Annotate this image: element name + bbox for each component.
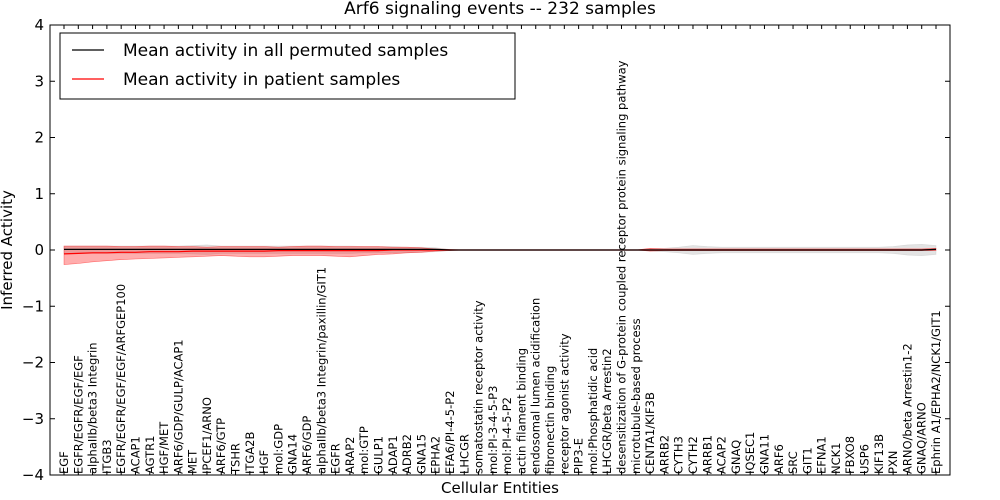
x-tick-label: EGF [57, 451, 71, 474]
x-tick-label: GNA15 [414, 434, 428, 474]
x-tick-label: LHCGR [457, 434, 471, 474]
x-tick-label: USP6 [858, 444, 872, 474]
x-tick-label: ARF6/GDP/GULP/ACAP1 [171, 339, 185, 474]
legend-label-patient: Mean activity in patient samples [123, 70, 400, 90]
x-tick-label: ARRB2 [657, 435, 671, 474]
x-tick-label: EFA6/PI-4-5-P2 [443, 390, 457, 474]
x-tick-label: mol:GTP [357, 426, 371, 474]
chart-title: Arf6 signaling events -- 232 samples [344, 0, 656, 19]
x-tick-label: GNAQ [729, 440, 743, 474]
y-axis-label: Inferred Activity [0, 190, 16, 310]
x-tick-label: FBXO8 [843, 436, 857, 474]
x-tick-label: GULP1 [371, 436, 385, 474]
x-axis-ticks: EGF EGFR/EGFR/EGF/EGF alphaIIb/beta3 Integ… [57, 25, 943, 475]
x-tick-label: ARRB1 [700, 435, 714, 474]
y-tick-label: −2 [22, 354, 44, 372]
x-tick-label: EGFR [329, 443, 343, 474]
y-axis-ticks: 4 3 2 1 0 −1 −2 −3 −4 [22, 16, 950, 484]
x-tick-label: CYTH3 [672, 436, 686, 474]
x-tick-label: LHCGR/beta Arrestin2 [600, 348, 614, 474]
x-tick-label: ADRB2 [400, 434, 414, 474]
x-tick-label: microtubule-based process [629, 318, 643, 474]
legend-label-permuted: Mean activity in all permuted samples [123, 41, 448, 61]
x-tick-label: endosomal lumen acidification [529, 298, 543, 474]
x-tick-label: SRC [786, 451, 800, 474]
x-tick-label: mol:GDP [271, 424, 285, 474]
x-tick-label: ITGA2B [243, 431, 257, 474]
legend-box [59, 32, 516, 100]
y-tick-label: 1 [34, 185, 44, 203]
y-tick-label: 0 [34, 241, 44, 259]
x-tick-label: PIP3-E [572, 438, 586, 474]
x-tick-label: ARF6/GTP [214, 418, 228, 474]
legend: Mean activity in all permuted samples Me… [59, 32, 516, 100]
x-axis-label: Cellular Entities [441, 479, 559, 497]
y-tick-label: −1 [22, 297, 44, 315]
y-tick-label: −4 [22, 466, 44, 484]
x-tick-label: mol:PI-4-5-P2 [500, 397, 514, 474]
x-tick-label: PXN [886, 451, 900, 474]
x-tick-label: fibronectin binding [543, 366, 557, 474]
x-tick-label: IPCEF1/ARNO [200, 397, 214, 474]
x-tick-label: ARF6/GDP [300, 416, 314, 474]
x-tick-label: actin filament binding [514, 348, 528, 474]
x-tick-label: ACAP2 [715, 436, 729, 474]
y-tick-label: 2 [34, 129, 44, 147]
x-tick-label: GNA11 [757, 434, 771, 474]
x-tick-label: MET [186, 449, 200, 474]
x-tick-label: ARNO/beta Arrestin1-2 [900, 343, 914, 474]
x-tick-label: EFNA1 [815, 436, 829, 474]
x-tick-label: Ephrin A1/EPHA2/NCK1/GIT1 [929, 310, 943, 474]
x-tick-label: GIT1 [800, 447, 814, 474]
x-tick-label: KIF13B [872, 434, 886, 474]
y-tick-label: 3 [34, 72, 44, 90]
x-tick-label: ACAP1 [128, 436, 142, 474]
x-tick-label: alphaIIb/beta3 Integrin [86, 342, 100, 474]
x-tick-label: GNAQ/ARNO [915, 402, 929, 474]
x-tick-label: HGF [257, 450, 271, 474]
y-tick-label: −3 [22, 410, 44, 428]
x-tick-label: receptor agonist activity [557, 333, 571, 474]
x-tick-label: mol:Phosphatidic acid [586, 348, 600, 474]
x-tick-label: desensitization of G-protein coupled rec… [615, 60, 629, 474]
x-tick-label: mol:PI-3-4-5-P3 [486, 386, 500, 474]
x-tick-label: AGTR1 [143, 436, 157, 475]
x-tick-label: ADAP1 [386, 435, 400, 474]
x-tick-label: GNA14 [286, 434, 300, 474]
x-tick-label: EPHA2 [429, 436, 443, 474]
x-tick-label: HGF/MET [157, 421, 171, 474]
x-tick-label: ARF6 [772, 444, 786, 474]
line-series-0 [64, 248, 937, 251]
y-tick-label: 4 [34, 16, 44, 34]
x-tick-label: ITGB3 [100, 439, 114, 474]
x-tick-label: CYTH2 [686, 436, 700, 474]
x-tick-label: NCK1 [829, 443, 843, 475]
x-tick-label: alphaIIb/beta3 Integrin/paxillin/GIT1 [314, 267, 328, 474]
x-tick-label: EGFR/EGFR/EGF/EGF [71, 355, 85, 474]
x-tick-label: IQSEC1 [743, 432, 757, 474]
x-tick-label: CENTA1/KIF3B [643, 392, 657, 474]
x-tick-label: ARAP2 [343, 436, 357, 474]
x-tick-label: somatostatin receptor activity [472, 300, 486, 474]
series-lines [63, 248, 937, 255]
x-tick-label: TSHR [229, 443, 243, 475]
x-tick-label: EGFR/EGFR/EGF/EGF/ARFGEP100 [114, 284, 128, 474]
